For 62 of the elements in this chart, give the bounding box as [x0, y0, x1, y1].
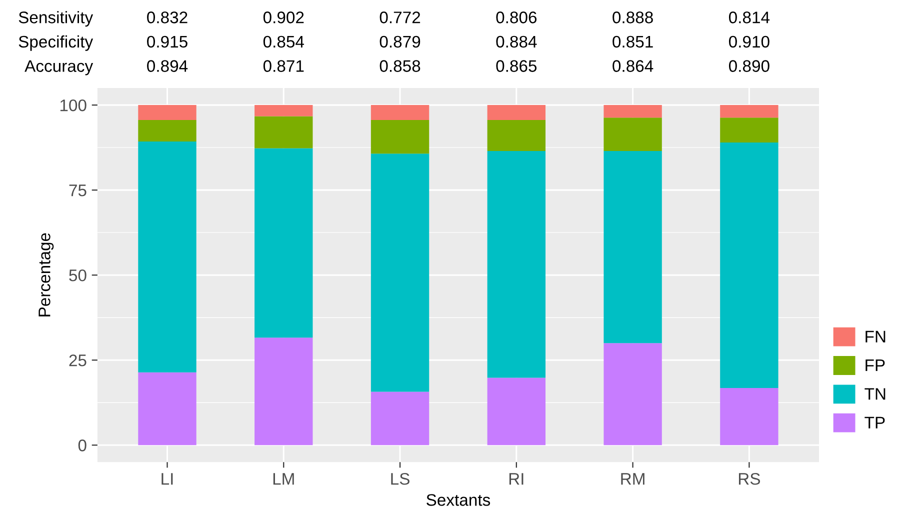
- x-tick-label: RS: [738, 472, 760, 485]
- text: 0.865: [496, 60, 537, 72]
- bar: [254, 338, 313, 446]
- bar: [138, 120, 196, 142]
- y-tick-label: 75: [69, 184, 86, 196]
- legend-label: FP: [866, 360, 885, 371]
- y-tick-label: 50: [69, 269, 86, 282]
- text: 0.772: [380, 12, 420, 24]
- bar: [138, 372, 196, 446]
- bar: [720, 142, 778, 388]
- bar: [720, 105, 778, 118]
- y-axis-title: Percentage: [38, 233, 54, 316]
- text: 0.858: [380, 60, 420, 72]
- bar: [370, 120, 430, 154]
- bar: [604, 343, 662, 446]
- text: Specificity: [18, 35, 94, 51]
- bar: [487, 120, 546, 151]
- text: Accuracy: [24, 60, 94, 76]
- bar: [254, 116, 313, 148]
- x-tick-label: LM: [273, 473, 294, 485]
- bar: [370, 105, 430, 120]
- text: 0.871: [263, 60, 304, 72]
- bar: [370, 154, 430, 392]
- bar: [720, 118, 778, 142]
- text: 0.888: [612, 12, 653, 24]
- x-tick-label: LI: [162, 473, 173, 485]
- text: 0.814: [728, 12, 770, 24]
- x-tick-label: RI: [509, 473, 524, 485]
- text: 0.894: [147, 60, 188, 72]
- y-tick-label: 25: [69, 354, 86, 366]
- text: 0.910: [728, 36, 770, 48]
- text: 0.879: [380, 36, 420, 48]
- bar: [254, 148, 313, 338]
- text: 0.806: [496, 12, 537, 24]
- text: 0.851: [612, 36, 653, 48]
- y-tick-label: 100: [60, 99, 86, 112]
- text: Sensitivity: [18, 11, 94, 27]
- text: 0.902: [263, 12, 304, 24]
- x-tick-label: RM: [621, 473, 644, 485]
- bar: [138, 105, 196, 120]
- bar: [487, 378, 546, 446]
- bar: [487, 150, 546, 378]
- bar: [138, 141, 196, 372]
- bar: [604, 150, 662, 344]
- text: 0.854: [263, 36, 304, 48]
- text: 0.884: [496, 36, 537, 48]
- legend-label: FN: [866, 330, 886, 342]
- bar: [604, 118, 662, 151]
- x-axis-title: Sextants: [426, 494, 490, 506]
- legend-label: TP: [864, 416, 885, 428]
- legend-label: TN: [864, 388, 886, 400]
- text: 0.864: [612, 60, 654, 72]
- bar: [487, 105, 546, 120]
- bar: [720, 388, 778, 446]
- text: 0.832: [147, 12, 188, 24]
- bar: [370, 392, 430, 446]
- bar: [254, 105, 313, 116]
- bar: [604, 105, 662, 118]
- y-tick-label: 0: [78, 440, 86, 452]
- text: 0.915: [147, 36, 188, 48]
- x-tick-label: LS: [391, 472, 410, 485]
- text: 0.890: [728, 60, 770, 72]
